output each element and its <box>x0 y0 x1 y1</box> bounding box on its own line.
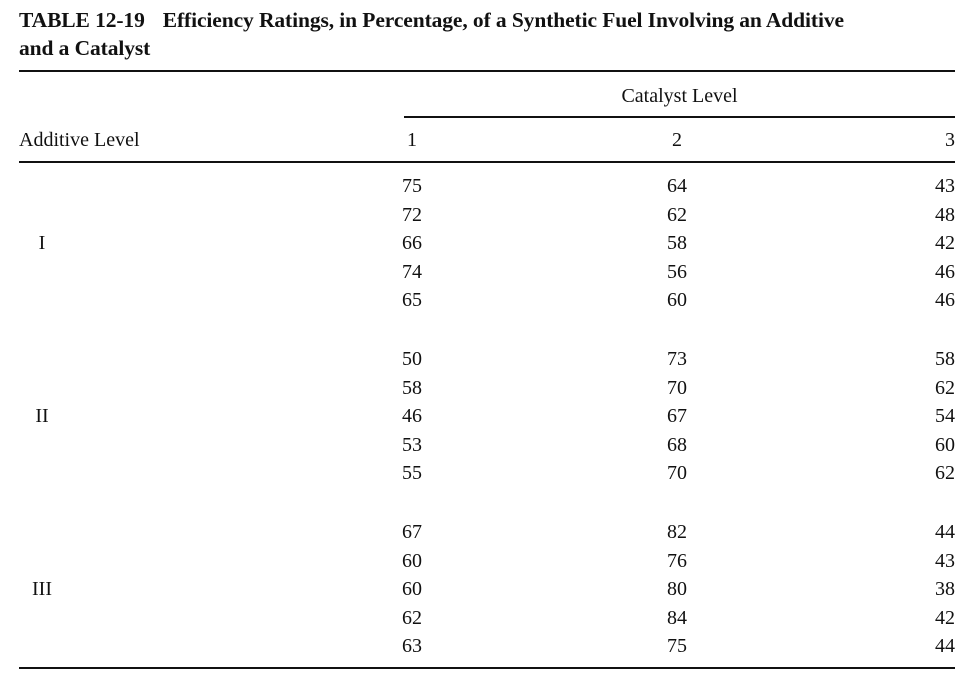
table-cell: 55 <box>402 462 422 485</box>
table-cell: 75 <box>667 635 687 658</box>
additive-level-label: I <box>38 232 46 255</box>
table-cell: 68 <box>667 433 687 456</box>
table-cell: 60 <box>402 549 422 572</box>
table-caption: TABLE 12-19 Efficiency Ratings, in Percen… <box>19 6 959 62</box>
table-cell: 42 <box>935 606 955 629</box>
table-cell: 46 <box>935 289 955 312</box>
table-cell: 64 <box>667 175 687 197</box>
bottom-rule <box>19 667 955 669</box>
stub-header-additive-level: Additive Level <box>19 129 140 151</box>
table-cell: 53 <box>402 433 422 456</box>
table-cell: 70 <box>667 376 687 399</box>
table-cell: 66 <box>402 232 422 255</box>
table-cell: 62 <box>935 462 955 485</box>
table-cell: 58 <box>935 348 955 370</box>
table-cell: 46 <box>935 260 955 283</box>
table-cell: 67 <box>667 405 687 428</box>
table-cell: 62 <box>935 376 955 399</box>
table-cell: 43 <box>935 175 955 197</box>
table-cell: 44 <box>935 521 955 543</box>
table-cell: 80 <box>667 578 687 601</box>
column-header-1: 1 <box>407 129 417 151</box>
table-cell: 74 <box>402 260 422 283</box>
caption-line-2: and a Catalyst <box>19 36 151 60</box>
table-cell: 73 <box>667 348 687 370</box>
spanner-header-catalyst-level: Catalyst Level <box>621 85 738 107</box>
table-number: TABLE 12-19 <box>19 8 145 32</box>
spanner-rule <box>404 116 955 118</box>
table-cell: 63 <box>402 635 422 658</box>
top-rule <box>19 70 955 72</box>
table-cell: 60 <box>667 289 687 312</box>
table-cell: 62 <box>667 203 687 226</box>
table-title: Efficiency Ratings, in Percentage, of a … <box>162 8 844 32</box>
table-cell: 75 <box>402 175 422 197</box>
table-cell: 46 <box>402 405 422 428</box>
additive-level-label: III <box>32 578 52 601</box>
table-cell: 84 <box>667 606 687 629</box>
table-cell: 50 <box>402 348 422 370</box>
table-cell: 58 <box>402 376 422 399</box>
table-cell: 43 <box>935 549 955 572</box>
table-cell: 62 <box>402 606 422 629</box>
table-cell: 70 <box>667 462 687 485</box>
table-cell: 54 <box>935 405 955 428</box>
header-rule <box>19 161 955 163</box>
table-cell: 65 <box>402 289 422 312</box>
table-cell: 48 <box>935 203 955 226</box>
table-cell: 76 <box>667 549 687 572</box>
column-header-2: 2 <box>672 129 682 151</box>
table-cell: 60 <box>402 578 422 601</box>
additive-level-label: II <box>35 405 49 428</box>
table-cell: 60 <box>935 433 955 456</box>
column-header-3: 3 <box>945 129 955 151</box>
table-cell: 58 <box>667 232 687 255</box>
table-cell: 82 <box>667 521 687 543</box>
table-cell: 67 <box>402 521 422 543</box>
table-cell: 44 <box>935 635 955 658</box>
table-cell: 56 <box>667 260 687 283</box>
table-cell: 72 <box>402 203 422 226</box>
table-cell: 42 <box>935 232 955 255</box>
table-cell: 38 <box>935 578 955 601</box>
caption-line-1: TABLE 12-19 Efficiency Ratings, in Percen… <box>19 6 959 34</box>
